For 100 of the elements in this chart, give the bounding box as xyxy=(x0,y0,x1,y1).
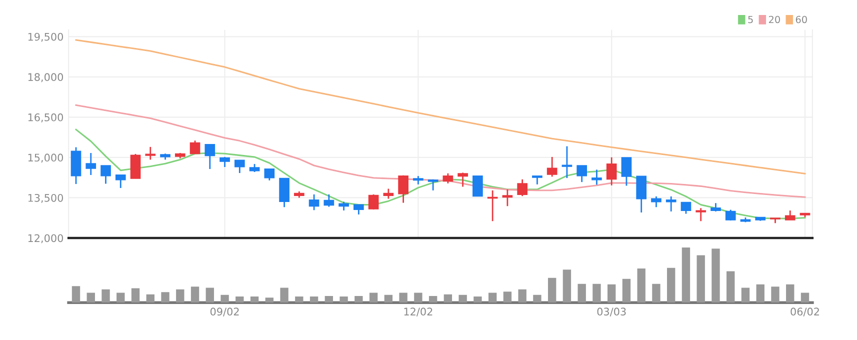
bar xyxy=(354,296,363,303)
candlestick xyxy=(546,156,558,178)
candlestick xyxy=(100,164,111,184)
candlestick xyxy=(130,153,141,180)
candlestick xyxy=(204,144,216,170)
bar xyxy=(548,278,556,303)
candlestick xyxy=(636,176,647,214)
candlestick xyxy=(398,174,408,204)
bar xyxy=(474,296,482,303)
candlestick xyxy=(621,156,632,186)
y-tick-label: 12,000 xyxy=(28,234,64,244)
line-series xyxy=(75,39,806,174)
bar xyxy=(756,284,764,303)
bar xyxy=(667,268,676,303)
bar xyxy=(488,292,497,303)
bar xyxy=(726,271,735,303)
bar xyxy=(340,296,348,303)
legend-label: 5 xyxy=(748,16,753,24)
bar xyxy=(250,296,259,303)
y-tick-label: 15,000 xyxy=(28,154,64,163)
bar xyxy=(712,248,720,303)
bar xyxy=(682,248,690,303)
candlestick xyxy=(606,156,617,186)
bar xyxy=(518,289,526,303)
candlestick xyxy=(576,164,587,183)
y-tick-label: 16,500 xyxy=(28,113,64,122)
candlestick xyxy=(680,202,692,214)
bar xyxy=(786,284,794,303)
bar xyxy=(503,292,512,303)
bar xyxy=(190,286,200,303)
y-tick-label: 19,500 xyxy=(28,32,64,42)
bar xyxy=(696,255,705,303)
x-tick-label: 03/03 xyxy=(597,308,626,316)
candlestick xyxy=(458,172,468,188)
candlestick xyxy=(115,174,126,189)
candlestick xyxy=(145,146,156,160)
candlestick xyxy=(592,168,602,186)
bar xyxy=(116,292,125,303)
candlestick xyxy=(562,146,572,179)
bar xyxy=(399,292,408,303)
bar xyxy=(280,288,288,303)
line-series xyxy=(75,128,806,220)
bar xyxy=(72,286,80,303)
y-tick-label: 13,500 xyxy=(28,194,64,203)
candlestick xyxy=(368,194,379,210)
legend-label: 20 xyxy=(768,16,780,24)
bar xyxy=(176,289,184,303)
bar xyxy=(458,294,467,303)
candlestick xyxy=(651,196,662,208)
candlestick xyxy=(279,178,290,208)
bar xyxy=(236,296,244,303)
bar xyxy=(295,296,304,303)
bar xyxy=(444,294,452,303)
bar xyxy=(324,296,334,303)
candlestick xyxy=(666,196,676,212)
candlestick xyxy=(190,140,200,154)
bar xyxy=(86,292,95,303)
bar xyxy=(771,286,780,303)
candlestick xyxy=(442,172,454,184)
bar xyxy=(146,294,154,303)
candlestick xyxy=(264,168,275,182)
bar xyxy=(102,289,110,303)
x-tick-label: 06/02 xyxy=(790,308,819,316)
bar xyxy=(414,292,422,303)
bar xyxy=(622,278,631,303)
bar xyxy=(578,284,586,303)
candlestick xyxy=(86,152,96,176)
bar xyxy=(265,298,274,303)
y-tick-label: 18,000 xyxy=(28,73,64,82)
bar xyxy=(562,270,572,303)
bar xyxy=(428,296,438,303)
candlestick xyxy=(502,188,513,207)
bar xyxy=(369,292,378,303)
bar xyxy=(161,292,170,303)
bar xyxy=(310,296,318,303)
candlestick xyxy=(784,210,796,221)
candlestick xyxy=(517,178,528,197)
x-tick-label: 09/02 xyxy=(210,308,239,316)
candlestick xyxy=(725,209,736,222)
candlestick xyxy=(220,156,230,168)
bar xyxy=(592,284,601,303)
bar xyxy=(384,294,393,303)
line-series xyxy=(75,104,806,198)
candlestick xyxy=(696,207,706,222)
legend-label: 60 xyxy=(796,16,807,24)
bar xyxy=(637,268,646,303)
candlestick xyxy=(234,160,245,174)
bar xyxy=(741,288,750,303)
candlestick xyxy=(383,188,394,200)
candlestick xyxy=(354,204,364,216)
candlestick xyxy=(308,194,320,211)
bar xyxy=(800,292,810,303)
bar xyxy=(220,294,229,303)
x-tick-label: 12/02 xyxy=(404,308,432,316)
bar xyxy=(206,288,214,303)
bar xyxy=(608,284,616,303)
candlestick xyxy=(324,194,334,208)
bar xyxy=(131,288,140,303)
candlestick xyxy=(472,175,483,197)
bar xyxy=(652,284,660,303)
